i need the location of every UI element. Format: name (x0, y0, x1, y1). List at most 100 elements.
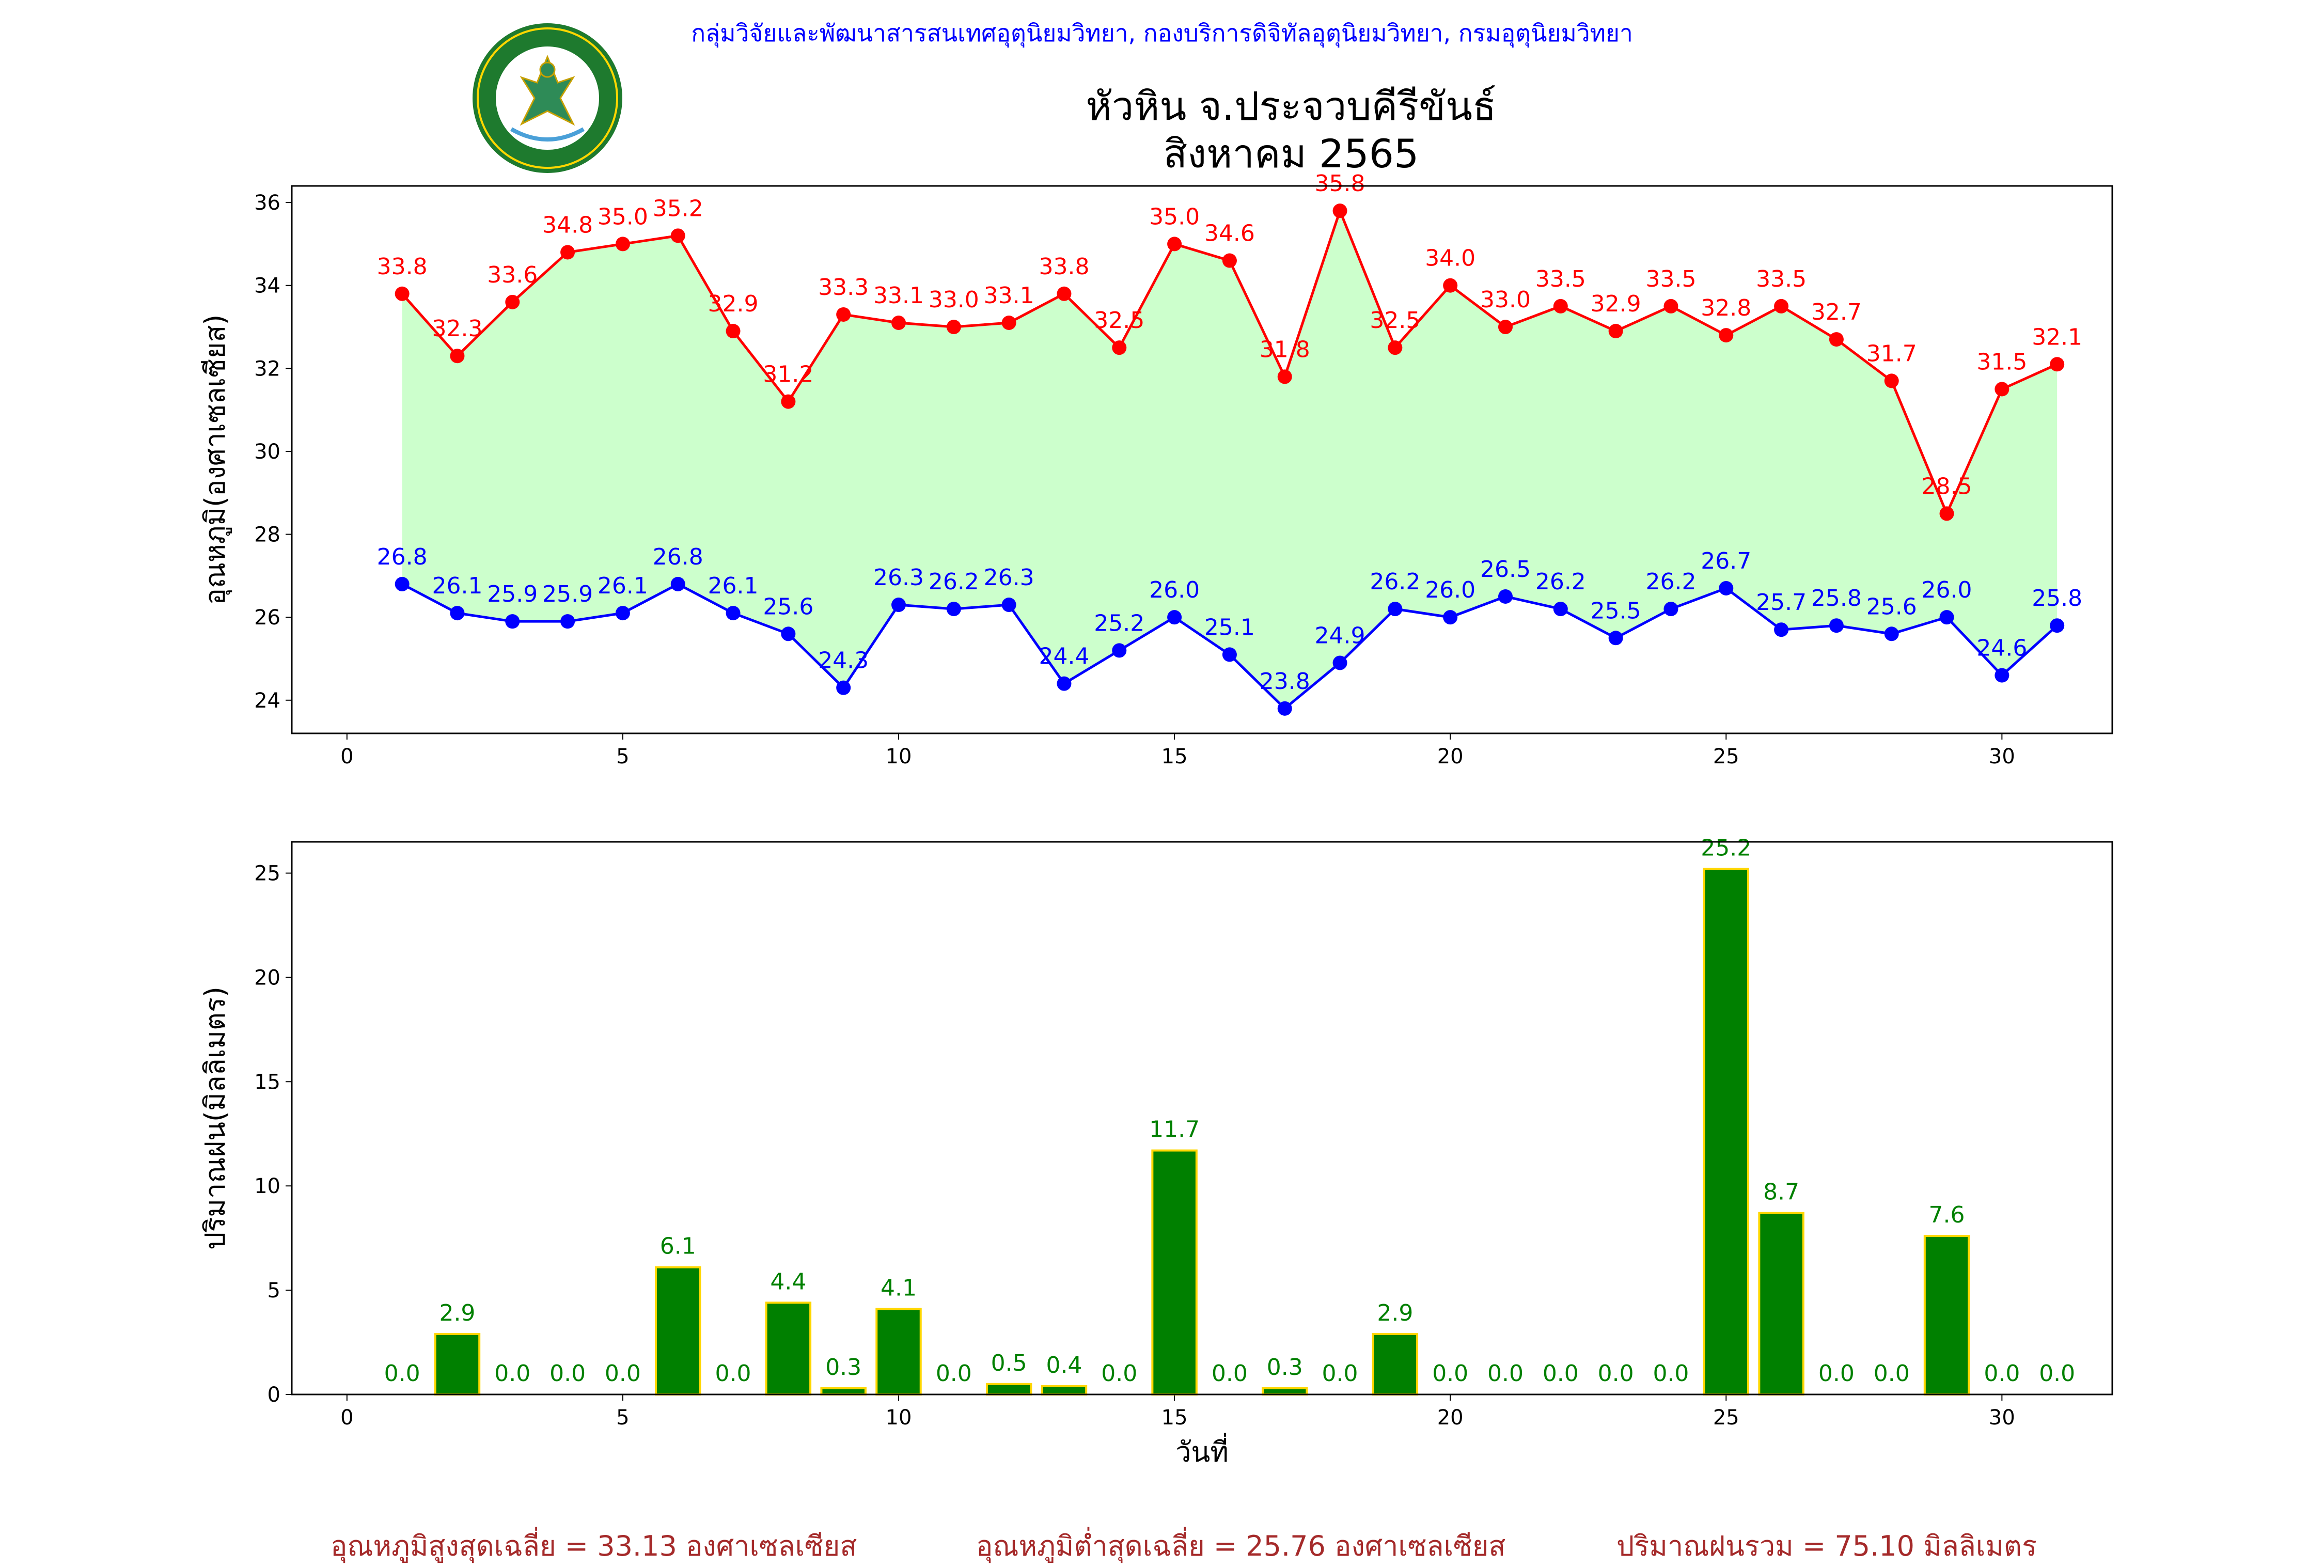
max-temp-point (2050, 357, 2065, 372)
rain-value-label: 0.0 (1432, 1360, 1468, 1387)
y-tick-label: 26 (254, 606, 280, 630)
y-tick-label: 34 (254, 274, 280, 298)
min-temp-label: 26.2 (1370, 569, 1420, 595)
chart-title: หัวหิน จ.ประจวบคีรีขันธ์ สิงหาคม 2565 (904, 83, 1678, 178)
min-temp-point (1332, 655, 1347, 670)
x-tick-label: 15 (1161, 1406, 1188, 1430)
y-tick-label: 10 (254, 1174, 280, 1198)
x-tick-label: 20 (1437, 1406, 1464, 1430)
rain-value-label: 6.1 (660, 1233, 696, 1260)
max-temp-point (781, 394, 796, 409)
max-temp-point (726, 324, 741, 339)
max-temp-point (1443, 278, 1458, 293)
max-temp-label: 33.1 (984, 283, 1034, 309)
min-temp-point (395, 576, 410, 591)
y-tick-label: 25 (254, 862, 280, 886)
rain-value-label: 0.4 (1046, 1352, 1082, 1378)
min-temp-point (1939, 610, 1954, 625)
min-temp-point (781, 626, 796, 641)
max-temp-point (1553, 299, 1568, 313)
min-temp-label: 26.7 (1701, 548, 1751, 574)
rain-bar (985, 1383, 1032, 1395)
rain-value-label: 4.4 (770, 1268, 806, 1295)
min-temp-label: 26.8 (377, 544, 428, 570)
min-temp-point (1829, 618, 1844, 633)
rain-value-label: 0.0 (549, 1360, 586, 1387)
min-temp-label: 25.6 (1866, 593, 1917, 620)
max-temp-point (1995, 382, 2009, 397)
water-wave-icon (510, 127, 585, 142)
x-tick-label: 30 (1989, 1406, 2015, 1430)
rain-value-label: 0.0 (1653, 1360, 1689, 1387)
min-temp-point (1774, 622, 1789, 637)
min-temp-point (1443, 610, 1458, 625)
min-temp-point (450, 606, 465, 621)
max-temp-point (891, 316, 906, 330)
max-temp-point (1829, 332, 1844, 347)
y-axis-label: ปริมาณฝน(มิลลิเมตร) (199, 986, 231, 1250)
max-temp-label: 33.0 (929, 287, 979, 313)
rain-value-label: 0.0 (1543, 1360, 1579, 1387)
min-temp-label: 25.8 (2032, 585, 2082, 611)
min-temp-point (1553, 602, 1568, 617)
meteorological-department-logo (473, 23, 622, 173)
charts-stage: 0 5 10 15 20 25 30 24 26 28 30 32 34 36 อุณหภูมิ(องศาเ… (199, 170, 2113, 1468)
rain-value-label: 8.7 (1763, 1179, 1799, 1205)
max-temp-label: 34.6 (1204, 221, 1255, 247)
rain-bar (1372, 1332, 1419, 1396)
rain-value-label: 25.2 (1701, 835, 1751, 861)
max-temp-label: 34.8 (542, 212, 593, 238)
max-temp-label: 34.0 (1425, 245, 1475, 272)
y-tick-label: 32 (254, 357, 280, 381)
max-temp-label: 32.1 (2032, 324, 2082, 350)
temperature-chart: 0 5 10 15 20 25 30 24 26 28 30 32 34 36 อุณหภูมิ(องศาเ… (199, 170, 2113, 769)
max-temp-point (1774, 299, 1789, 313)
rain-value-label: 0.0 (1874, 1360, 1910, 1387)
rain-value-label: 0.0 (384, 1360, 420, 1387)
x-tick-label: 10 (886, 745, 912, 769)
max-temp-point (450, 349, 465, 364)
min-temp-label: 25.9 (487, 581, 538, 607)
max-temp-point (1498, 320, 1513, 335)
max-temp-point (560, 245, 575, 260)
rain-plot-frame (291, 841, 2113, 1395)
agency-header: กลุ่มวิจัยและพัฒนาสารสนเทศอุตุนิยมวิทยา,… (691, 19, 1633, 47)
max-temp-point (505, 294, 520, 309)
max-temp-label: 35.2 (653, 195, 703, 222)
max-temp-point (1663, 299, 1678, 313)
min-temp-label: 25.7 (1756, 589, 1807, 616)
x-tick-label: 10 (886, 1406, 912, 1430)
y-tick-label: 24 (254, 689, 280, 713)
max-temp-label: 32.9 (1591, 291, 1641, 317)
rain-bar (434, 1332, 481, 1396)
min-temp-point (670, 576, 685, 591)
min-temp-point (1001, 598, 1016, 613)
min-temp-label: 26.3 (873, 565, 924, 591)
min-temp-point (1112, 643, 1127, 658)
rain-value-label: 2.9 (1377, 1300, 1413, 1326)
rain-value-label: 0.0 (715, 1360, 751, 1387)
max-temp-label: 31.7 (1866, 340, 1917, 367)
max-temp-label: 32.3 (432, 316, 482, 342)
max-temp-point (1001, 316, 1016, 330)
min-temp-point (1167, 610, 1182, 625)
x-tick-label: 30 (1989, 745, 2015, 769)
max-temp-point (1939, 506, 1954, 521)
min-temp-label: 26.1 (708, 573, 759, 599)
min-temp-label: 26.1 (598, 573, 648, 599)
min-temp-point (1222, 647, 1237, 662)
min-temp-point (891, 598, 906, 613)
max-temp-label: 33.8 (377, 254, 428, 280)
rain-value-label: 0.3 (1267, 1354, 1303, 1381)
min-temp-point (1057, 676, 1072, 691)
rain-value-label: 0.0 (494, 1360, 530, 1387)
max-temp-point (1277, 369, 1292, 384)
max-temp-label: 33.6 (487, 262, 538, 288)
max-temp-label: 31.2 (763, 362, 813, 388)
max-temp-point (1332, 203, 1347, 218)
rain-value-label: 11.7 (1149, 1117, 1200, 1143)
x-tick-label: 25 (1713, 745, 1739, 769)
total-rain-summary: ปริมาณฝนรวม = 75.10 มิลลิเมตร (1616, 1530, 2037, 1562)
y-tick-label: 36 (254, 191, 280, 215)
min-temp-point (1995, 668, 2009, 683)
